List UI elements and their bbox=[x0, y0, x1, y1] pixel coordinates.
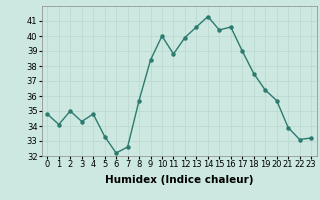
X-axis label: Humidex (Indice chaleur): Humidex (Indice chaleur) bbox=[105, 175, 253, 185]
